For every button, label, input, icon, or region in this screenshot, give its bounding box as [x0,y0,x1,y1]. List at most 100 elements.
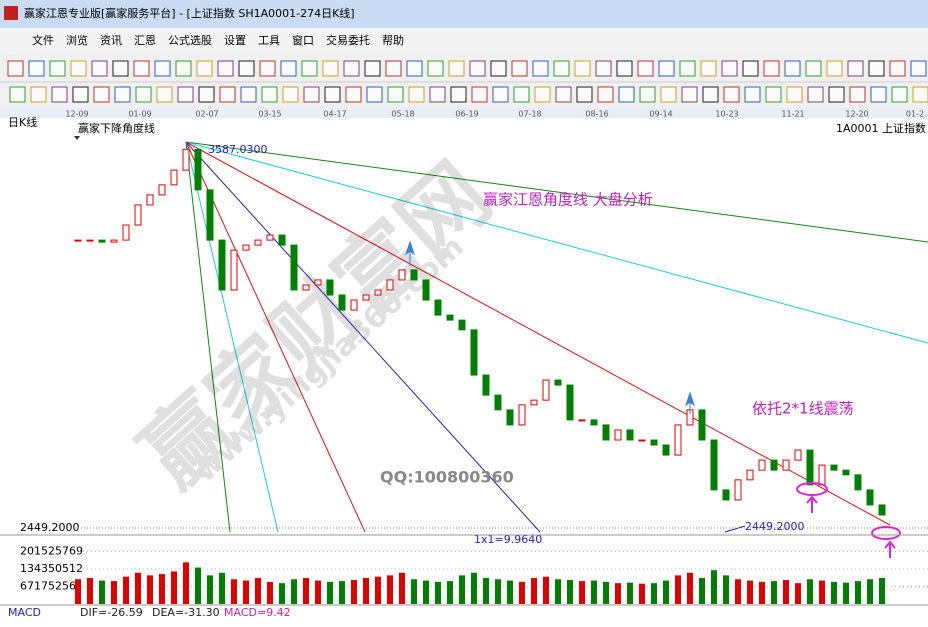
toolbar-button[interactable] [408,86,425,103]
toolbar-button[interactable] [9,86,26,103]
toolbar-button[interactable] [574,60,591,77]
toolbar-button[interactable] [301,60,318,77]
toolbar-button[interactable] [849,86,866,103]
toolbar-button[interactable] [534,86,551,103]
toolbar-button[interactable] [28,60,45,77]
dropdown-arrow[interactable] [74,136,80,140]
toolbar-button[interactable] [177,86,194,103]
toolbar-button[interactable] [765,86,782,103]
toolbar-button[interactable] [744,86,761,103]
toolbar-button[interactable] [198,86,215,103]
toolbar-button[interactable] [658,60,675,77]
toolbar-button[interactable] [532,60,549,77]
toolbar-button[interactable] [660,86,677,103]
toolbar-button[interactable] [322,60,339,77]
toolbar-button[interactable] [826,60,843,77]
toolbar-button[interactable] [345,86,362,103]
menu-item[interactable]: 资讯 [100,34,122,47]
toolbar-button[interactable] [7,60,24,77]
toolbar-button[interactable] [364,60,381,77]
toolbar-button[interactable] [889,60,906,77]
menu-item[interactable]: 汇恩 [134,34,156,47]
toolbar-button[interactable] [406,60,423,77]
toolbar-button[interactable] [93,86,110,103]
toolbar-button[interactable] [595,60,612,77]
toolbar-button[interactable] [469,60,486,77]
toolbar-button[interactable] [261,86,278,103]
menu-item[interactable]: 交易委托 [326,33,370,47]
toolbar-button[interactable] [112,60,129,77]
toolbar-button[interactable] [385,60,402,77]
toolbar-button[interactable] [70,60,87,77]
toolbar-button[interactable] [259,60,276,77]
toolbar-button[interactable] [870,86,887,103]
toolbar-button[interactable] [639,86,656,103]
toolbar-button[interactable] [786,86,803,103]
toolbar-button[interactable] [156,86,173,103]
toolbar-button[interactable] [219,86,236,103]
toolbar-button[interactable] [387,86,404,103]
toolbar-button[interactable] [280,60,297,77]
toolbar-button[interactable] [114,86,131,103]
toolbar-button[interactable] [616,60,633,77]
menu-item[interactable]: 公式选股 [168,34,212,47]
toolbar-button[interactable] [49,60,66,77]
menu-item[interactable]: 文件 [32,33,54,47]
toolbar-button[interactable] [910,60,927,77]
toolbar-button[interactable] [175,60,192,77]
toolbar-button[interactable] [196,60,213,77]
toolbar-button[interactable] [303,86,320,103]
toolbar-button[interactable] [553,60,570,77]
toolbar-button[interactable] [427,60,444,77]
toolbar-button[interactable] [324,86,341,103]
toolbar-button[interactable] [555,86,572,103]
menu-item[interactable]: 设置 [224,34,246,47]
toolbar-button[interactable] [511,60,528,77]
toolbar-button[interactable] [429,86,446,103]
toolbar-button[interactable] [51,86,68,103]
menu-item[interactable]: 工具 [258,34,280,47]
toolbar-button[interactable] [471,86,488,103]
toolbar-button[interactable] [679,60,696,77]
toolbar-button[interactable] [135,86,152,103]
toolbar-button[interactable] [450,86,467,103]
menu-item[interactable]: 窗口 [292,33,314,47]
toolbar-button[interactable] [784,60,801,77]
toolbar-button[interactable] [490,60,507,77]
toolbar-button[interactable] [723,86,740,103]
toolbar-button[interactable] [805,60,822,77]
toolbar-button[interactable] [448,60,465,77]
toolbar-button[interactable] [763,60,780,77]
toolbar-button[interactable] [72,86,89,103]
toolbar-button[interactable] [847,60,864,77]
toolbar-button[interactable] [597,86,614,103]
toolbar-button[interactable] [828,86,845,103]
toolbar-button[interactable] [133,60,150,77]
toolbar-button[interactable] [282,86,299,103]
toolbar-button[interactable] [91,60,108,77]
toolbar-button[interactable] [742,60,759,77]
toolbar-button[interactable] [700,60,717,77]
toolbar-button[interactable] [721,60,738,77]
toolbar-button[interactable] [891,86,908,103]
toolbar-button[interactable] [618,86,635,103]
toolbar-button[interactable] [492,86,509,103]
toolbar-button[interactable] [637,60,654,77]
toolbar-button[interactable] [681,86,698,103]
toolbar-button[interactable] [807,86,824,103]
toolbar-button[interactable] [217,60,234,77]
toolbar-button[interactable] [702,86,719,103]
toolbar-button[interactable] [238,60,255,77]
toolbar-button[interactable] [366,86,383,103]
toolbar-button[interactable] [868,60,885,77]
toolbar-button[interactable] [30,86,47,103]
toolbar-button[interactable] [576,86,593,103]
toolbar-button[interactable] [154,60,171,77]
toolbar-button[interactable] [240,86,257,103]
menu-item[interactable]: 帮助 [382,33,404,47]
toolbar-button[interactable] [343,60,360,77]
toolbar-button[interactable] [513,86,530,103]
menu-item[interactable]: 浏览 [66,33,88,47]
candle [422,279,430,301]
toolbar-button[interactable] [912,86,928,103]
